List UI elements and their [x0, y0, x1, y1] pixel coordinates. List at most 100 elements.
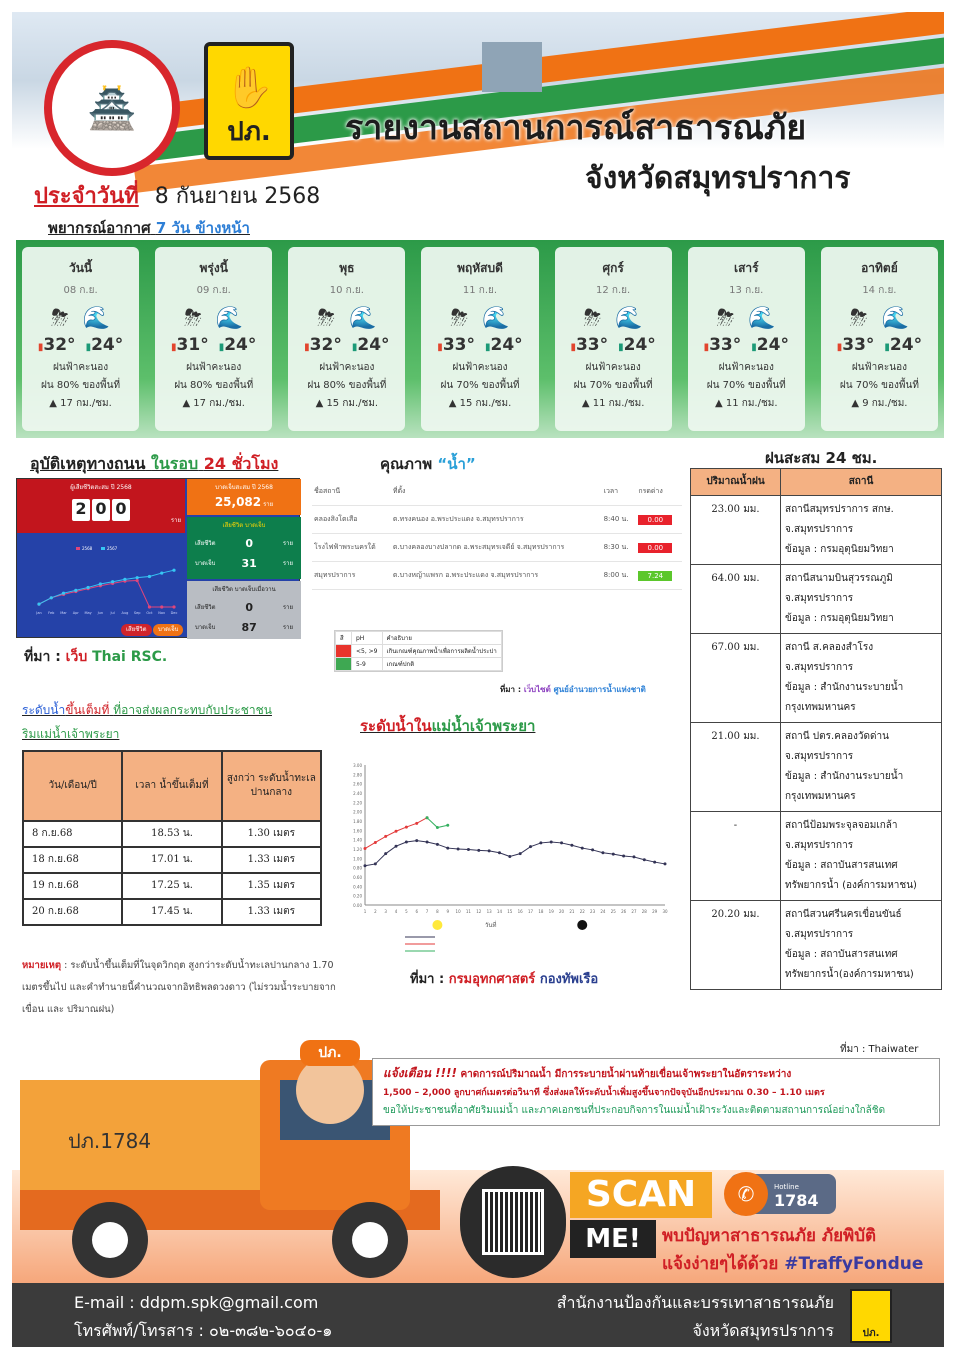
x-tick-label: 9	[446, 909, 449, 914]
ph-badge: 7.24	[638, 570, 673, 581]
data-point	[415, 821, 419, 825]
injured-panel: บาดเจ็บสะสม ปี 2568 25,082 ราย	[187, 479, 301, 515]
me-label: ME!	[570, 1220, 656, 1258]
column-header: ที่ตั้ง	[390, 478, 602, 506]
data-point	[425, 840, 429, 844]
sun-icon	[432, 920, 443, 930]
deaths-toggle-button[interactable]: เสียชีวิต	[121, 624, 152, 636]
table-row: 8 ก.ย.68 18.53 น. 1.30 เมตร	[21, 820, 323, 848]
footer-phone: โทรศัพท์/โทรสาร : ๐๒-๓๘๒-๖๐๔๐-๑	[74, 1321, 333, 1340]
report-province: จังหวัดสมุทรปราการ	[585, 161, 851, 196]
x-tick-label: 8	[436, 909, 439, 914]
y-tick-label: 1.80	[353, 819, 362, 824]
data-point	[663, 862, 667, 866]
data-point	[373, 862, 377, 866]
x-tick-label: 22	[580, 909, 586, 914]
ph-badge: 0.00	[638, 542, 673, 553]
data-point	[404, 825, 408, 829]
footer-office: สำนักงานป้องกันและบรรเทาสาธารณภัย	[556, 1293, 834, 1312]
data-point	[363, 864, 367, 868]
data-point	[435, 826, 439, 830]
x-tick-label: 26	[621, 909, 627, 914]
data-point	[172, 568, 176, 572]
ph-badge: 0.00	[638, 514, 673, 525]
thunderstorm-icon: ⛈	[51, 306, 69, 331]
ph-legend: สี pH คำอธิบาย <5, >9 เกินเกณฑ์คุณภาพน้ำเพื่…	[334, 630, 503, 672]
y-tick-label: 2.20	[353, 800, 362, 805]
x-tick-label: 19	[549, 909, 555, 914]
data-point	[487, 849, 491, 853]
x-tick-label: 11	[466, 909, 472, 914]
table-row: 23.00 มม. สถานีสมุทรปราการ สกษ. จ.สมุทรปรา…	[690, 495, 942, 565]
y-tick-label: 1.00	[353, 856, 362, 861]
data-point	[529, 845, 533, 849]
data-point	[518, 852, 522, 856]
today-panel: เสียชีวิต บาดเจ็บ เสียชีวิต 0 ราย บาดเจ็บ 3…	[187, 517, 301, 579]
water-quality-source: ที่มา : เว็บไซต์ ศูนย์อำนวยการน้ำแห่งชาต…	[500, 685, 646, 694]
y-tick-label: 2.40	[353, 791, 362, 796]
x-tick-label: 6	[415, 909, 418, 914]
footer-province: จังหวัดสมุทรปราการ	[692, 1321, 834, 1340]
footer: E-mail : ddpm.spk@gmail.com โทรศัพท์/โทร…	[12, 1283, 944, 1347]
hotline-badge[interactable]: ✆ Hotline 1784	[724, 1172, 836, 1216]
data-point	[394, 844, 398, 848]
accident-source: ที่มา : เว็บ Thai RSC.	[24, 649, 168, 665]
column-header: กรดด่าง	[636, 478, 682, 506]
x-tick-label: 21	[569, 909, 575, 914]
data-point	[425, 816, 429, 820]
data-point	[549, 840, 553, 844]
data-point	[497, 851, 501, 855]
thunderstorm-icon: ⛈	[184, 306, 202, 331]
x-tick-label: 23	[590, 909, 596, 914]
tide-note: หมายเหตุ : ระดับน้ำขึ้นเต็มที่ในจุดวิกฤต…	[22, 960, 336, 1015]
injured-toggle-button[interactable]: บาดเจ็บ	[153, 624, 184, 636]
traffy-text: พบปัญหาสาธารณภัย ภัยพิบัติ แจ้งง่ายๆได้ด้…	[662, 1226, 924, 1274]
x-tick-label: 10	[456, 909, 462, 914]
data-point	[611, 852, 615, 856]
column-header: ชื่อสถานี	[312, 478, 391, 506]
y-tick-label: 0.80	[353, 866, 362, 871]
data-point	[160, 571, 164, 575]
table-row: 18 ก.ย.68 17.01 น. 1.33 เมตร	[21, 846, 323, 874]
province-seal-logo: 🏯	[44, 40, 180, 176]
y-tick-label: 2.60	[353, 782, 362, 787]
ddpm-logo: ✋ ปภ.	[204, 42, 294, 160]
y-tick-label: 0.20	[353, 894, 362, 899]
x-tick-label: 2	[374, 909, 377, 914]
x-tick-label: 17	[528, 909, 534, 914]
data-point	[86, 585, 90, 590]
data-point	[74, 588, 78, 592]
data-point	[653, 860, 657, 864]
data-point	[123, 577, 127, 581]
table-row: 64.00 มม. สถานีสนามบินสุวรรณภูมิ จ.สมุทรปร…	[690, 564, 942, 634]
data-point	[508, 854, 512, 858]
legend-label: 2567	[107, 546, 118, 551]
x-tick-label: 3	[384, 909, 387, 914]
x-tick-label: May	[84, 611, 91, 615]
x-tick-label: 27	[631, 909, 637, 914]
y-tick-label: 1.60	[353, 828, 362, 833]
legend-label: 2568	[82, 546, 93, 551]
x-tick-label: 20	[559, 909, 565, 914]
qr-code[interactable]	[460, 1166, 566, 1278]
wave-icon: 🌊	[482, 306, 510, 331]
x-tick-label: Dec	[171, 611, 178, 615]
data-point	[135, 578, 139, 583]
data-point	[622, 854, 626, 858]
series-line	[38, 580, 174, 608]
thunderstorm-icon: ⛈	[716, 306, 735, 331]
x-axis-label: วันที่	[485, 921, 496, 929]
water-quality-heading: คุณภาพ “น้ำ”	[380, 455, 476, 473]
data-point	[446, 846, 450, 850]
wave-icon: 🌊	[348, 306, 377, 331]
x-tick-label: 15	[507, 909, 513, 914]
data-point	[580, 846, 584, 850]
data-point	[61, 591, 66, 595]
